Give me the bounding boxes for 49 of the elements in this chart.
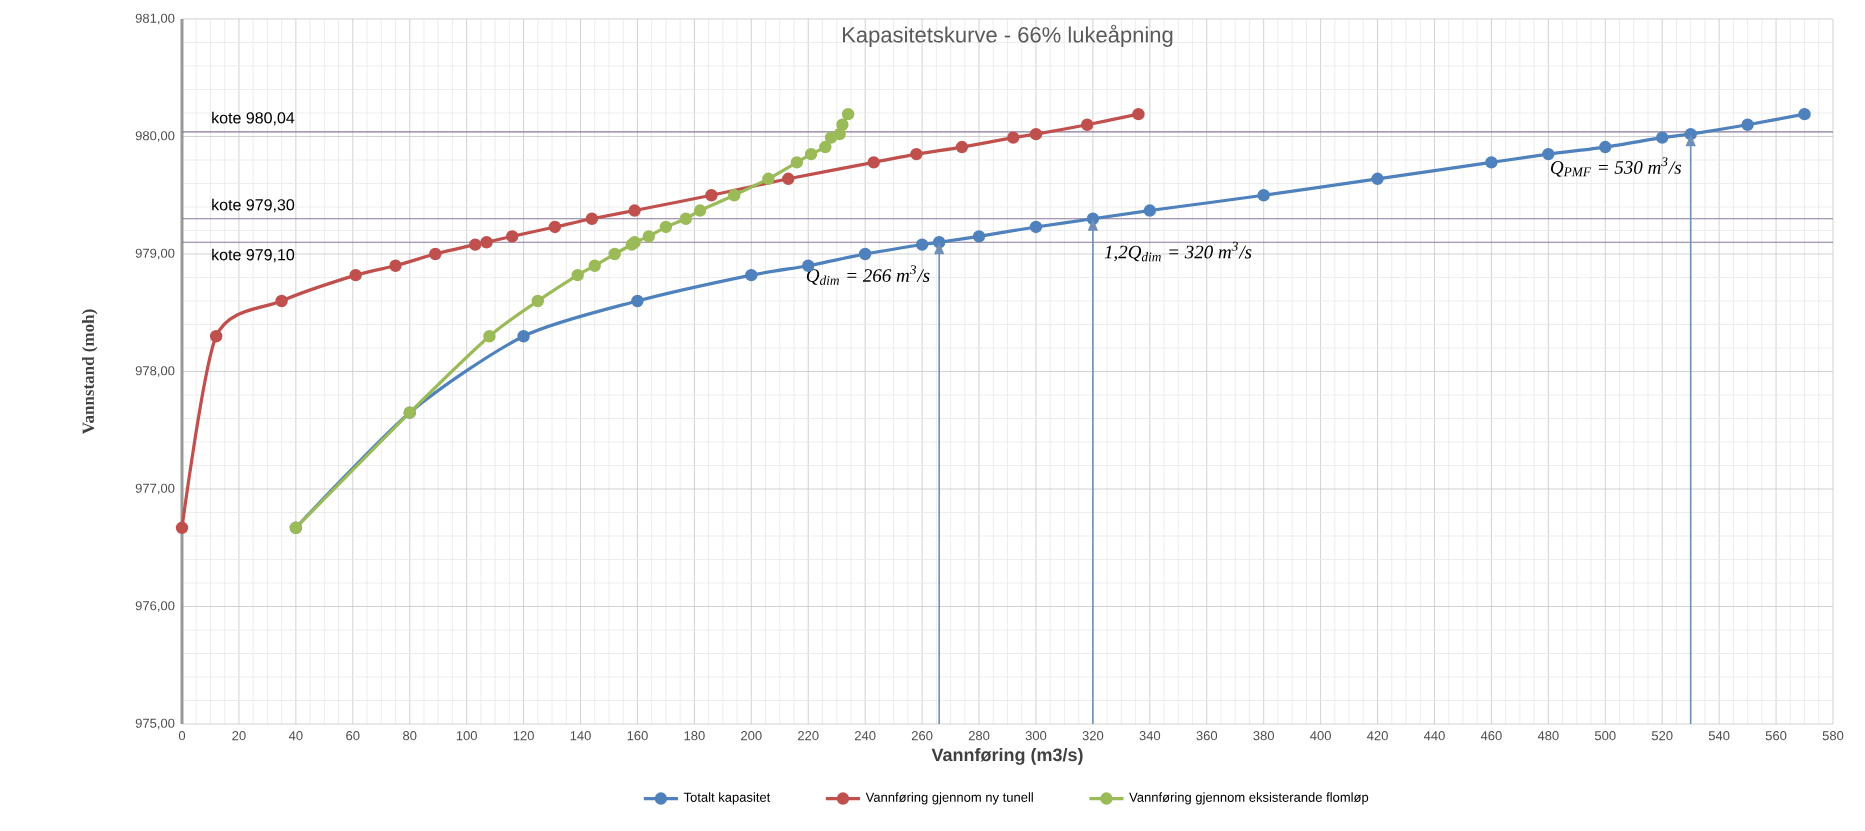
x-tick-label: 480 bbox=[1537, 731, 1559, 741]
x-tick-label: 20 bbox=[232, 731, 246, 741]
x-tick-label: 80 bbox=[403, 731, 417, 741]
x-tick-label: 380 bbox=[1253, 731, 1275, 741]
ref-line-label: kote 980,04 bbox=[212, 111, 295, 126]
x-tick-label: 440 bbox=[1423, 731, 1445, 741]
ref-line-label: kote 979,30 bbox=[212, 198, 295, 213]
annotation: Q$_{PMF}$ = 530 m$^{3}$/s bbox=[1550, 157, 1682, 177]
x-tick-label: 100 bbox=[456, 731, 477, 741]
x-tick-label: 300 bbox=[1025, 731, 1047, 741]
x-tick-label: 40 bbox=[288, 731, 303, 741]
x-tick-label: 120 bbox=[513, 731, 534, 741]
y-tick-label: 977,00 bbox=[135, 483, 175, 495]
x-tick-label: 60 bbox=[346, 731, 360, 741]
chart-title: Kapasitetskurve - 66% lukeåpning bbox=[843, 24, 1173, 47]
annotation: Q$_{dim}$ = 266 m$^{3}$/s bbox=[806, 265, 930, 285]
x-tick-label: 160 bbox=[627, 731, 648, 741]
x-tick-label: 220 bbox=[798, 731, 819, 741]
legend-label: Vannføring gjennom ny tunell bbox=[865, 792, 1033, 805]
legend-label: Vannføring gjennom eksisterande flomløp bbox=[1129, 792, 1369, 805]
x-tick-label: 400 bbox=[1310, 731, 1331, 741]
x-tick-label: 320 bbox=[1082, 731, 1104, 741]
y-tick-label: 980,00 bbox=[135, 131, 175, 142]
x-tick-label: 280 bbox=[968, 731, 990, 741]
y-tick-label: 976,00 bbox=[135, 601, 175, 612]
x-tick-label: 520 bbox=[1651, 731, 1673, 741]
y-axis-title: Vannstand (moh) bbox=[82, 309, 98, 435]
x-tick-label: 580 bbox=[1822, 731, 1844, 741]
y-tick-label: 975,00 bbox=[135, 718, 175, 730]
y-tick-label: 981,00 bbox=[135, 13, 175, 25]
annotation: 1,2Q$_{dim}$ = 320 m$^{3}$/s bbox=[1104, 241, 1252, 262]
x-tick-label: 560 bbox=[1765, 731, 1787, 741]
y-tick-label: 978,00 bbox=[135, 366, 175, 377]
x-tick-label: 180 bbox=[684, 731, 705, 741]
y-tick-label: 979,00 bbox=[135, 248, 175, 260]
x-tick-label: 240 bbox=[854, 731, 876, 741]
x-tick-label: 340 bbox=[1139, 731, 1161, 741]
x-tick-label: 200 bbox=[741, 731, 762, 741]
x-axis-title: Vannføring (m3/s) bbox=[931, 748, 1083, 765]
legend-label: Totalt kapasitet bbox=[683, 792, 771, 805]
x-tick-label: 540 bbox=[1708, 731, 1730, 741]
x-tick-label: 460 bbox=[1480, 731, 1502, 741]
ref-line-label: kote 979,10 bbox=[212, 248, 295, 263]
x-tick-label: 260 bbox=[911, 731, 933, 741]
x-tick-label: 0 bbox=[178, 731, 186, 741]
x-tick-label: 140 bbox=[570, 731, 591, 741]
x-tick-label: 420 bbox=[1367, 731, 1388, 741]
x-tick-label: 360 bbox=[1196, 731, 1218, 741]
x-tick-label: 500 bbox=[1594, 731, 1616, 741]
